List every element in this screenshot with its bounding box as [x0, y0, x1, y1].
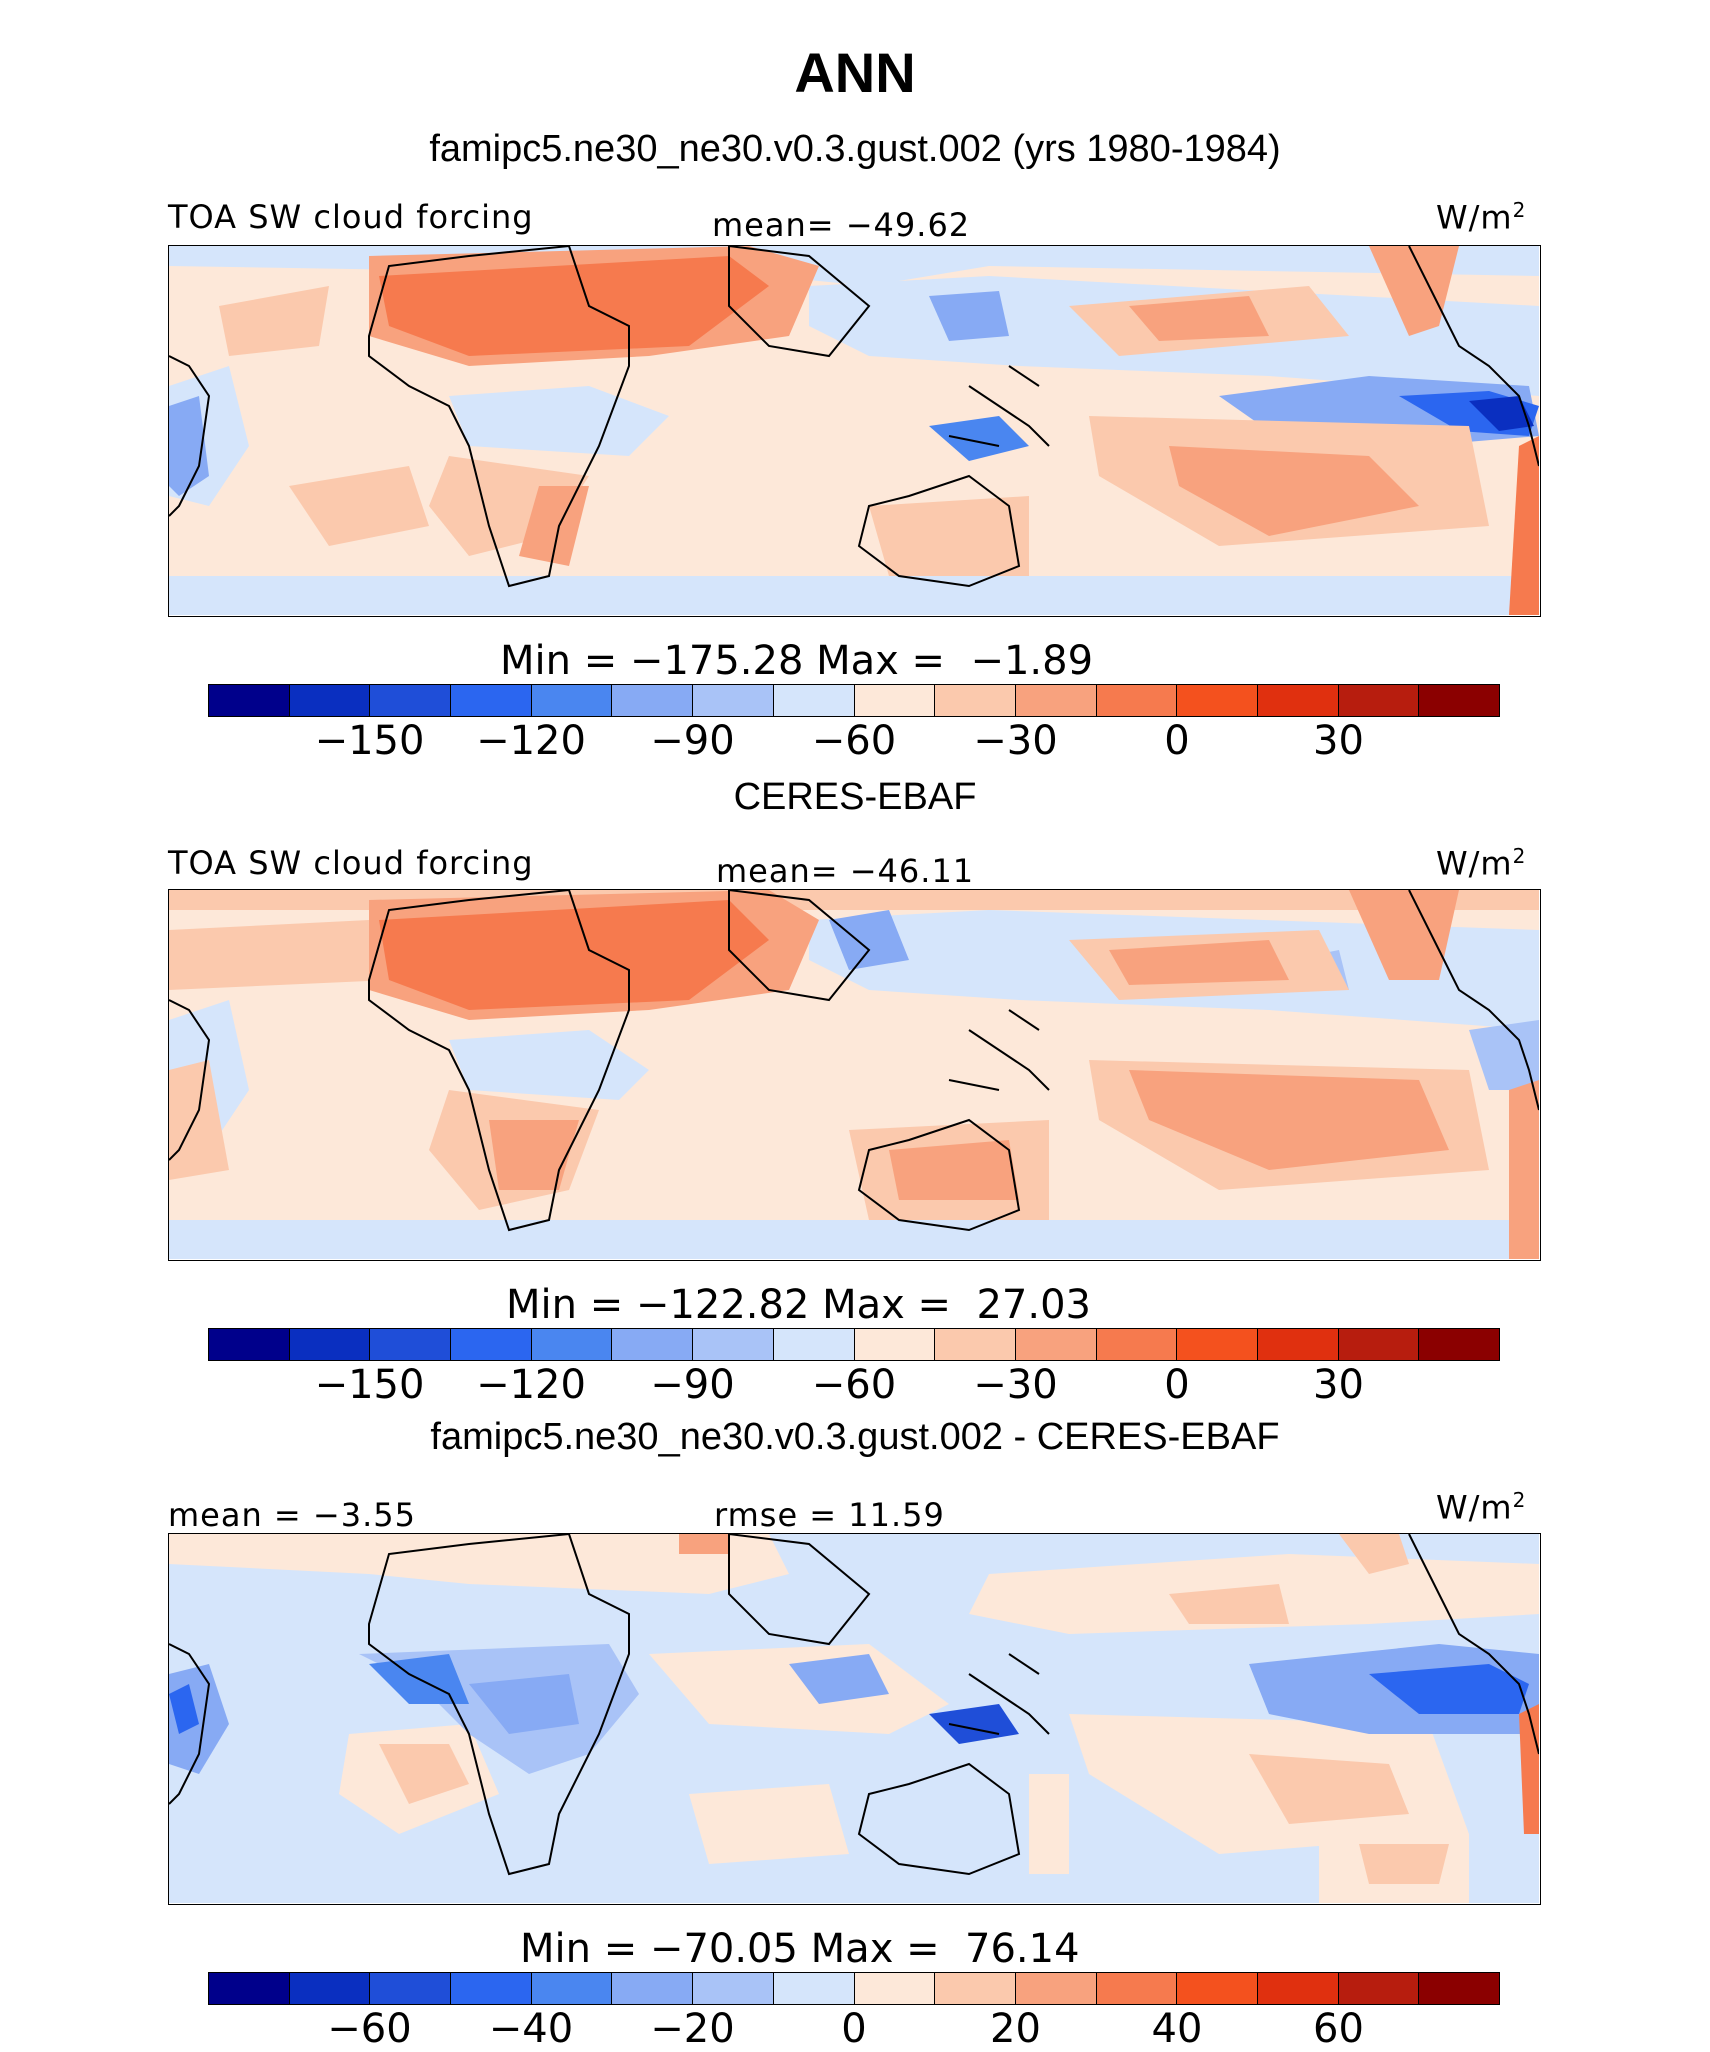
- panel-model-title: famipc5.ne30_ne30.v0.3.gust.002 (yrs 198…: [429, 128, 1281, 170]
- colorbar-box: [1177, 1973, 1258, 2004]
- colorbar-tick-label: 0: [841, 2006, 867, 2052]
- figure-title: ANN: [794, 41, 916, 104]
- colorbar-box: [1257, 1329, 1339, 1360]
- colorbar-box: [209, 1329, 290, 1360]
- colorbar-box: [854, 1973, 936, 2004]
- colorbar-box: [693, 1973, 774, 2004]
- colorbar-box: [531, 685, 613, 716]
- colorbar-box: [289, 685, 371, 716]
- colorbar-box: [531, 1973, 613, 2004]
- panel-obs-minmax: Min = −122.82 Max = 27.03: [506, 1282, 1091, 1328]
- colorbar-tick-label: −90: [650, 718, 735, 764]
- colorbar-box: [935, 1329, 1016, 1360]
- colorbar-box: [693, 1329, 774, 1360]
- colorbar-box: [693, 685, 774, 716]
- colorbar-tick-label: −120: [476, 718, 586, 764]
- panel-model-colorbar: [208, 684, 1500, 717]
- colorbar-box: [1338, 1329, 1420, 1360]
- colorbar-tick-label: −60: [811, 718, 897, 764]
- colorbar-box: [1096, 1329, 1178, 1360]
- panel-diff-map: [168, 1533, 1541, 1905]
- colorbar-tick-label: 30: [1313, 718, 1364, 764]
- colorbar-box: [1015, 1329, 1097, 1360]
- colorbar-box: [289, 1973, 371, 2004]
- colorbar-box: [1096, 685, 1178, 716]
- colorbar-box: [612, 1973, 694, 2004]
- panel-model-units: W/m2: [1436, 198, 1527, 237]
- colorbar-box: [854, 1329, 936, 1360]
- panel-diff-colorbar-ticks: −60 −40 −20 0 20 40 60: [0, 2006, 1710, 2052]
- colorbar-tick-label: −30: [973, 1362, 1058, 1408]
- colorbar-box: [209, 1973, 290, 2004]
- panel-model-map: [168, 245, 1541, 617]
- colorbar-tick-label: −60: [811, 1362, 897, 1408]
- colorbar-tick-label: 0: [1164, 718, 1190, 764]
- colorbar-box: [773, 1973, 855, 2004]
- colorbar-box: [1257, 1973, 1339, 2004]
- colorbar-tick-label: −20: [650, 2006, 735, 2052]
- panel-diff-rmse: rmse = 11.59: [714, 1496, 945, 1534]
- colorbar-box: [209, 685, 290, 716]
- panel-obs-colorbar: [208, 1328, 1500, 1361]
- panel-diff-mean: mean = −3.55: [168, 1496, 416, 1534]
- colorbar-box: [773, 1329, 855, 1360]
- colorbar-box: [370, 1329, 452, 1360]
- colorbar-tick-label: −30: [973, 718, 1058, 764]
- panel-obs-left-label: TOA SW cloud forcing: [168, 844, 534, 882]
- colorbar-tick-label: 20: [990, 2006, 1041, 2052]
- colorbar-tick-label: −150: [314, 718, 425, 764]
- colorbar-box: [370, 1973, 452, 2004]
- colorbar-box: [1015, 685, 1097, 716]
- colorbar-tick-label: 60: [1313, 2006, 1364, 2052]
- panel-diff-minmax: Min = −70.05 Max = 76.14: [520, 1926, 1080, 1972]
- panel-diff-units: W/m2: [1436, 1488, 1527, 1527]
- panel-diff-colorbar: [208, 1972, 1500, 2005]
- panel-obs-title: CERES-EBAF: [733, 776, 977, 818]
- panel-obs-map: [168, 889, 1541, 1261]
- colorbar-box: [1419, 1973, 1499, 2004]
- colorbar-box: [1338, 685, 1420, 716]
- colorbar-tick-label: −120: [476, 1362, 586, 1408]
- colorbar-box: [1177, 685, 1258, 716]
- colorbar-tick-label: 0: [1164, 1362, 1190, 1408]
- colorbar-box: [1257, 685, 1339, 716]
- colorbar-box: [451, 1973, 532, 2004]
- panel-obs-mean: mean= −46.11: [716, 852, 975, 890]
- colorbar-tick-label: −40: [488, 2006, 574, 2052]
- colorbar-box: [451, 1329, 532, 1360]
- colorbar-tick-label: −90: [650, 1362, 735, 1408]
- colorbar-tick-label: 40: [1151, 2006, 1203, 2052]
- colorbar-box: [1419, 685, 1499, 716]
- colorbar-box: [854, 685, 936, 716]
- panel-model-left-label: TOA SW cloud forcing: [168, 198, 534, 236]
- colorbar-box: [935, 1973, 1016, 2004]
- panel-model-colorbar-ticks: −150 −120 −90 −60 −30 0 30: [0, 718, 1710, 768]
- colorbar-box: [1338, 1973, 1420, 2004]
- colorbar-box: [612, 685, 694, 716]
- colorbar-tick-label: −60: [327, 2006, 412, 2052]
- panel-diff-title: famipc5.ne30_ne30.v0.3.gust.002 - CERES-…: [430, 1416, 1280, 1458]
- colorbar-box: [531, 1329, 613, 1360]
- colorbar-box: [1096, 1973, 1178, 2004]
- colorbar-box: [612, 1329, 694, 1360]
- colorbar-box: [451, 685, 532, 716]
- colorbar-box: [1419, 1329, 1499, 1360]
- colorbar-box: [1015, 1973, 1097, 2004]
- colorbar-box: [773, 685, 855, 716]
- colorbar-box: [370, 685, 452, 716]
- colorbar-box: [1177, 1329, 1258, 1360]
- colorbar-box: [289, 1329, 371, 1360]
- colorbar-tick-label: 30: [1313, 1362, 1364, 1408]
- panel-model-minmax: Min = −175.28 Max = −1.89: [500, 638, 1094, 684]
- colorbar-box: [935, 685, 1016, 716]
- panel-obs-units: W/m2: [1436, 844, 1527, 883]
- colorbar-tick-label: −150: [314, 1362, 425, 1408]
- panel-obs-colorbar-ticks: −150 −120 −90 −60 −30 0 30: [0, 1362, 1710, 1412]
- panel-model-mean: mean= −49.62: [712, 206, 971, 244]
